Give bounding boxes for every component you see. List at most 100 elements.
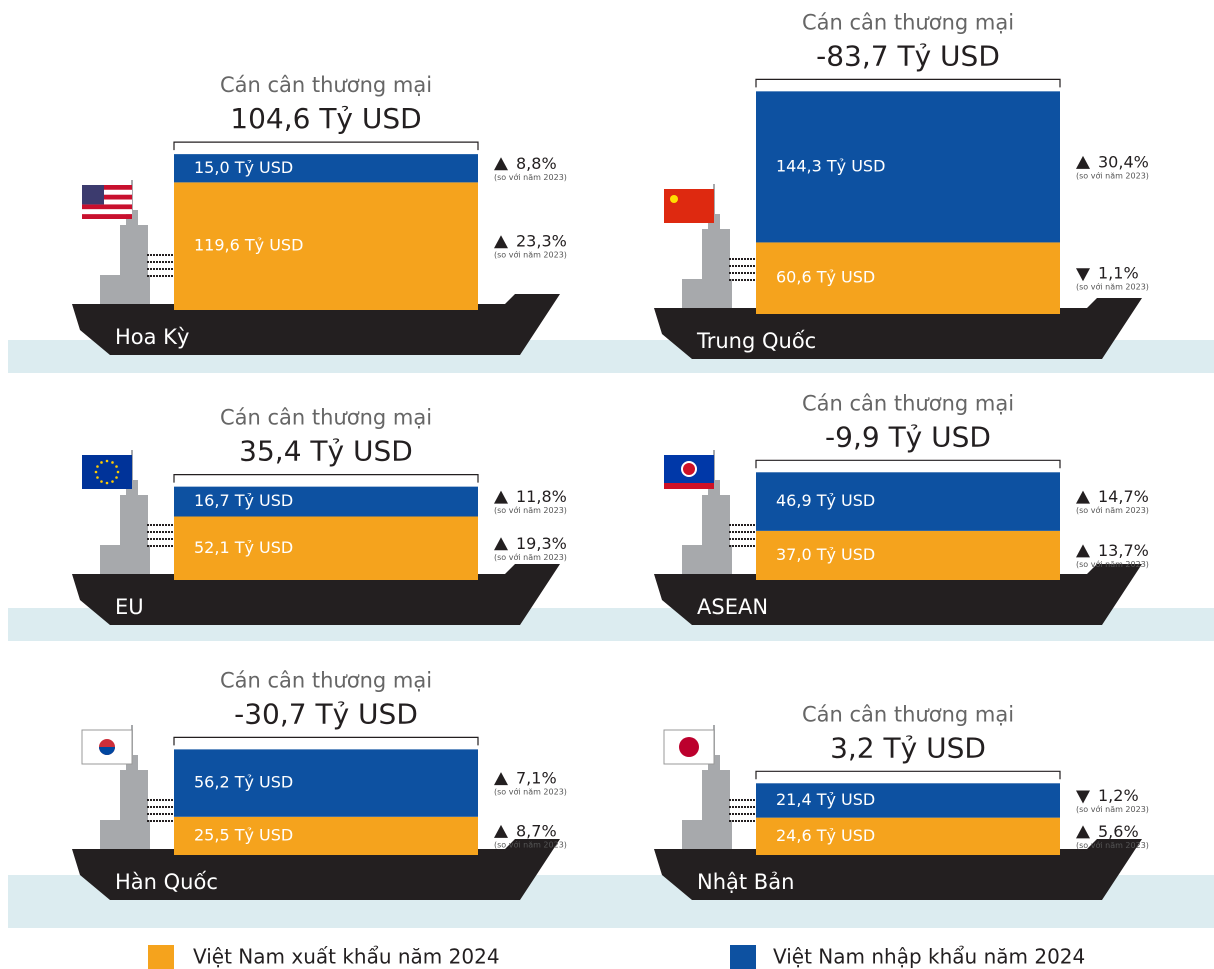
export-bar	[174, 516, 478, 580]
legend-swatch	[148, 945, 174, 969]
export-bar	[756, 242, 1060, 314]
change: 7,1%	[516, 769, 557, 788]
triangle	[494, 157, 508, 171]
triangle	[494, 772, 508, 786]
flag	[670, 195, 678, 203]
flag	[105, 481, 109, 485]
change-note: (so với năm 2023)	[494, 839, 567, 849]
bracket	[173, 141, 479, 151]
flag	[100, 461, 103, 464]
export-label: 24,6 Tỷ USD	[776, 826, 875, 845]
import-label: 21,4 Tỷ USD	[776, 790, 875, 809]
export-bar	[174, 182, 478, 310]
export-bar	[174, 816, 478, 855]
export-label: 37,0 Tỷ USD	[776, 545, 875, 564]
balance: 3,2 Tỷ USD	[830, 731, 986, 764]
triangle	[1076, 790, 1090, 804]
change: 14,7%	[1098, 487, 1149, 506]
bracket	[755, 459, 1061, 469]
change: 1,1%	[1098, 264, 1139, 283]
import-label: 144,3 Tỷ USD	[776, 156, 885, 175]
export-bar	[756, 817, 1060, 855]
flag	[82, 185, 132, 190]
change: 11,8%	[516, 487, 567, 506]
triangle	[1076, 825, 1090, 839]
change: 30,4%	[1098, 152, 1149, 171]
change-note: (so với năm 2023)	[1076, 559, 1149, 569]
export-label: 25,5 Tỷ USD	[194, 825, 293, 844]
flag	[82, 209, 132, 215]
balance-label: Cán cân thương mại	[220, 73, 432, 97]
triangle	[1076, 490, 1090, 504]
change-note: (so với năm 2023)	[494, 172, 567, 182]
import-label: 56,2 Tỷ USD	[194, 773, 293, 792]
flag	[100, 480, 103, 483]
country: EU	[115, 595, 144, 619]
change: 1,2%	[1098, 786, 1139, 805]
triangle	[1076, 544, 1090, 558]
tower	[120, 495, 148, 575]
triangle	[494, 824, 508, 838]
import-label: 15,0 Tỷ USD	[194, 158, 293, 177]
balance: 35,4 Tỷ USD	[239, 435, 413, 468]
change: 5,6%	[1098, 822, 1139, 841]
change: 8,8%	[516, 154, 557, 173]
flag	[105, 459, 109, 463]
export-label: 60,6 Tỷ USD	[776, 268, 875, 287]
flag	[115, 476, 118, 479]
triangle	[494, 490, 508, 504]
import-label: 46,9 Tỷ USD	[776, 491, 875, 510]
legend-label: Việt Nam xuất khẩu năm 2024	[193, 945, 500, 969]
flag	[82, 199, 132, 205]
bracket	[755, 78, 1061, 88]
bracket	[755, 770, 1061, 780]
balance-label: Cán cân thương mại	[220, 668, 432, 692]
flag	[96, 465, 99, 468]
tower	[120, 770, 148, 850]
bracket	[173, 474, 479, 483]
balance: -30,7 Tỷ USD	[234, 697, 418, 730]
flag	[664, 483, 714, 489]
flag	[82, 214, 132, 219]
triangle	[1076, 268, 1090, 282]
change-note: (so với năm 2023)	[1076, 840, 1149, 850]
balance-label: Cán cân thương mại	[220, 406, 432, 430]
flag	[82, 204, 132, 210]
legend-label: Việt Nam nhập khẩu năm 2024	[773, 945, 1085, 969]
change-note: (so với năm 2023)	[494, 552, 567, 562]
flag	[664, 189, 714, 223]
flag	[94, 470, 98, 474]
flag	[96, 476, 99, 479]
change: 13,7%	[1098, 541, 1149, 560]
balance: 104,6 Tỷ USD	[230, 102, 421, 135]
change-note: (so với năm 2023)	[1076, 170, 1149, 180]
tower	[702, 229, 730, 309]
flag	[111, 480, 114, 483]
country: Hoa Kỳ	[115, 325, 189, 349]
flag	[679, 737, 699, 757]
flag	[82, 185, 104, 205]
flag	[99, 747, 115, 755]
balance: -83,7 Tỷ USD	[816, 39, 1000, 72]
export-label: 52,1 Tỷ USD	[194, 538, 293, 557]
change: 8,7%	[516, 821, 557, 840]
triangle	[1076, 155, 1090, 169]
change: 19,3%	[516, 534, 567, 553]
country: Nhật Bản	[697, 870, 794, 894]
flag	[116, 470, 120, 474]
country: Trung Quốc	[696, 329, 816, 353]
bracket	[173, 736, 479, 746]
change-note: (so với năm 2023)	[1076, 804, 1149, 814]
flag	[82, 194, 132, 200]
balance-label: Cán cân thương mại	[802, 702, 1014, 726]
import-bar	[174, 486, 478, 517]
tower	[702, 495, 730, 575]
change-note: (so với năm 2023)	[1076, 505, 1149, 515]
import-bar	[756, 91, 1060, 243]
change-note: (so với năm 2023)	[494, 505, 567, 515]
import-bar	[174, 154, 478, 183]
change-note: (so với năm 2023)	[494, 787, 567, 797]
tower	[702, 770, 730, 850]
change-note: (so với năm 2023)	[494, 250, 567, 260]
